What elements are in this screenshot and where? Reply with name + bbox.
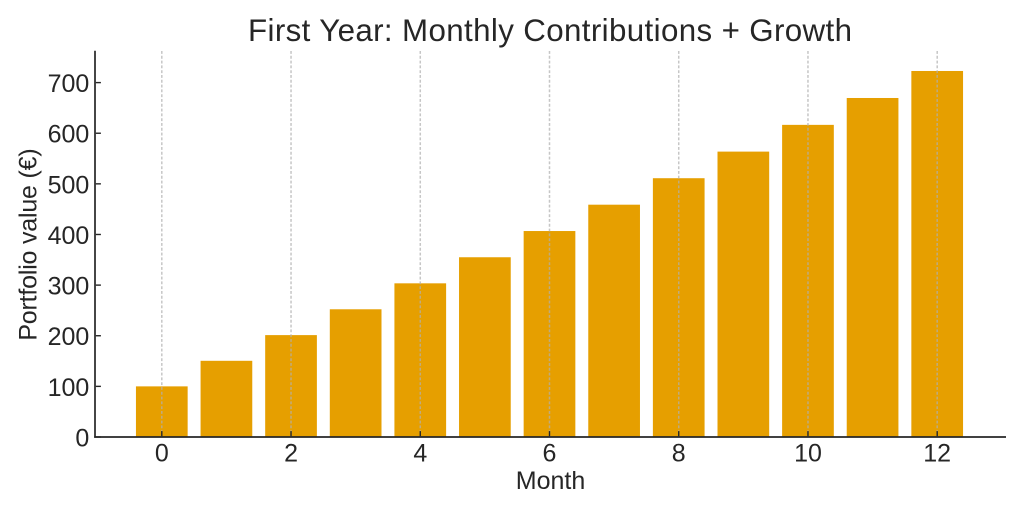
svg-text:First Year: Monthly Contributi: First Year: Monthly Contributions + Grow… (248, 13, 852, 48)
svg-text:6: 6 (543, 440, 557, 468)
svg-text:300: 300 (48, 273, 90, 301)
svg-text:100: 100 (48, 374, 90, 402)
svg-text:10: 10 (794, 440, 822, 468)
svg-text:4: 4 (413, 440, 427, 468)
svg-text:Month: Month (516, 467, 585, 495)
svg-text:Portfolio value (€): Portfolio value (€) (15, 149, 43, 341)
svg-text:600: 600 (48, 121, 90, 149)
svg-text:2: 2 (284, 440, 298, 468)
svg-text:12: 12 (923, 440, 951, 468)
svg-text:200: 200 (48, 323, 90, 351)
svg-text:8: 8 (672, 440, 686, 468)
svg-text:0: 0 (75, 424, 89, 452)
svg-text:0: 0 (155, 440, 169, 468)
svg-text:400: 400 (48, 222, 90, 250)
svg-text:700: 700 (48, 70, 90, 98)
svg-text:500: 500 (48, 171, 90, 199)
